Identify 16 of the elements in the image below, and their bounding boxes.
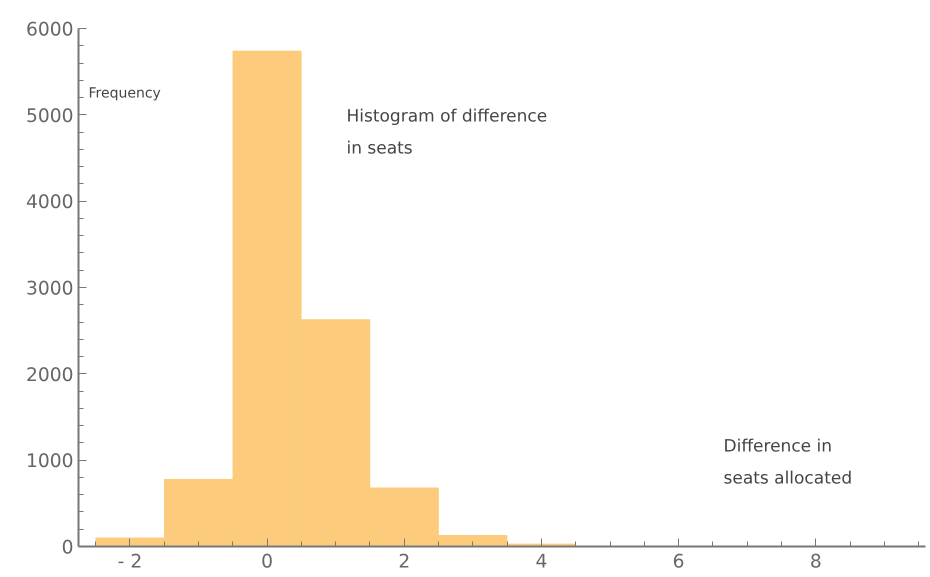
- y-tick-label: 2000: [26, 364, 74, 386]
- x-tick-label: 6: [672, 552, 685, 572]
- y-tick-label: 1000: [26, 451, 74, 472]
- y-tick-label: 3000: [26, 278, 74, 300]
- y-tick-label: 5000: [26, 106, 74, 127]
- text: Histogram of difference in seats: [346, 106, 548, 158]
- x-axis-title: Difference in seats allocated: [724, 436, 852, 488]
- x-tick-label: 2: [398, 552, 410, 572]
- y-tick-label: 4000: [26, 192, 74, 214]
- y-axis-title: Frequency: [88, 86, 161, 102]
- y-tick-label: 6000: [26, 20, 74, 40]
- x-tick-label: 0: [261, 552, 274, 572]
- x-tick-label: - 2: [118, 552, 142, 572]
- x-tick-label: 4: [536, 552, 548, 572]
- x-tick-label: 8: [810, 552, 822, 572]
- y-tick-label: 0: [62, 538, 74, 558]
